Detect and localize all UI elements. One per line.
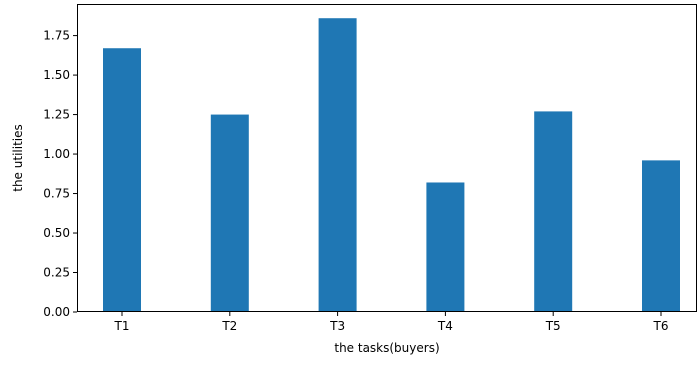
bar-t4: [426, 182, 465, 312]
x-tick-label: T5: [545, 319, 561, 333]
x-tick-label: T6: [653, 319, 669, 333]
bar-t1: [103, 48, 141, 312]
plot-frame: [77, 4, 697, 312]
y-tick-label: 1.00: [43, 147, 70, 161]
x-axis-ticks: T1 T2 T3 T4 T5 T6: [114, 312, 669, 333]
y-axis-label: the utilities: [11, 124, 25, 192]
y-tick-label: 0.00: [43, 305, 70, 319]
x-tick-label: T1: [114, 319, 130, 333]
y-tick-label: 0.75: [43, 187, 70, 201]
x-tick-label: T4: [437, 319, 453, 333]
x-tick-label: T3: [329, 319, 345, 333]
bars-layer: [103, 18, 680, 313]
y-tick-label: 0.50: [43, 226, 70, 240]
bar-t5: [534, 111, 573, 313]
bar-t6: [642, 160, 680, 312]
bar-t2: [210, 114, 249, 312]
axes-layer: [77, 4, 697, 312]
bar-t3: [318, 18, 357, 312]
y-tick-label: 1.25: [43, 108, 70, 122]
x-tick-label: T2: [221, 319, 237, 333]
y-tick-label: 1.50: [43, 68, 70, 82]
y-tick-label: 0.25: [43, 266, 70, 280]
y-tick-label: 1.75: [43, 29, 70, 43]
y-axis-ticks: 0.00 0.25 0.50 0.75 1.00 1.25 1.50 1.75: [43, 29, 77, 319]
x-axis-label: the tasks(buyers): [334, 341, 439, 355]
